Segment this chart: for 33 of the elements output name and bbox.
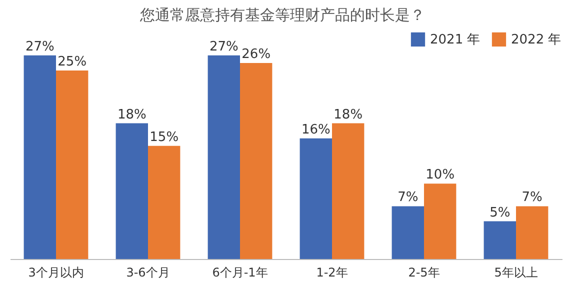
data-label: 27% xyxy=(209,39,238,54)
data-label: 5% xyxy=(490,205,510,220)
bar xyxy=(56,70,88,259)
bar xyxy=(116,123,148,259)
bar xyxy=(392,206,424,259)
legend-label: 2021 年 xyxy=(430,32,480,48)
bar xyxy=(208,55,240,259)
x-tick-label: 3个月以内 xyxy=(28,266,84,280)
bar xyxy=(148,146,180,259)
x-tick-label: 6个月-1年 xyxy=(212,266,268,280)
chart-title: 您通常愿意持有基金等理财产品的时长是？ xyxy=(139,6,425,24)
bar xyxy=(240,62,272,259)
bar xyxy=(24,55,56,259)
x-tick-label: 1-2年 xyxy=(316,266,348,280)
data-label: 7% xyxy=(522,190,542,206)
data-label: 26% xyxy=(242,46,271,62)
data-label: 27% xyxy=(25,39,54,54)
x-tick-label: 3-6个月 xyxy=(126,266,170,280)
data-label: 7% xyxy=(398,190,418,206)
data-label: 10% xyxy=(426,168,455,183)
data-label: 18% xyxy=(117,107,146,122)
legend-label: 2022 年 xyxy=(511,32,562,48)
bar xyxy=(300,138,332,259)
data-label: 16% xyxy=(301,122,330,138)
bar xyxy=(484,221,516,259)
bar xyxy=(516,206,548,259)
data-label: 25% xyxy=(58,54,87,70)
bar xyxy=(332,123,364,259)
data-label: 15% xyxy=(150,130,179,145)
data-label: 18% xyxy=(334,107,363,122)
x-tick-label: 5年以上 xyxy=(494,266,538,280)
x-tick-label: 2-5年 xyxy=(408,266,440,280)
bar xyxy=(424,184,456,259)
